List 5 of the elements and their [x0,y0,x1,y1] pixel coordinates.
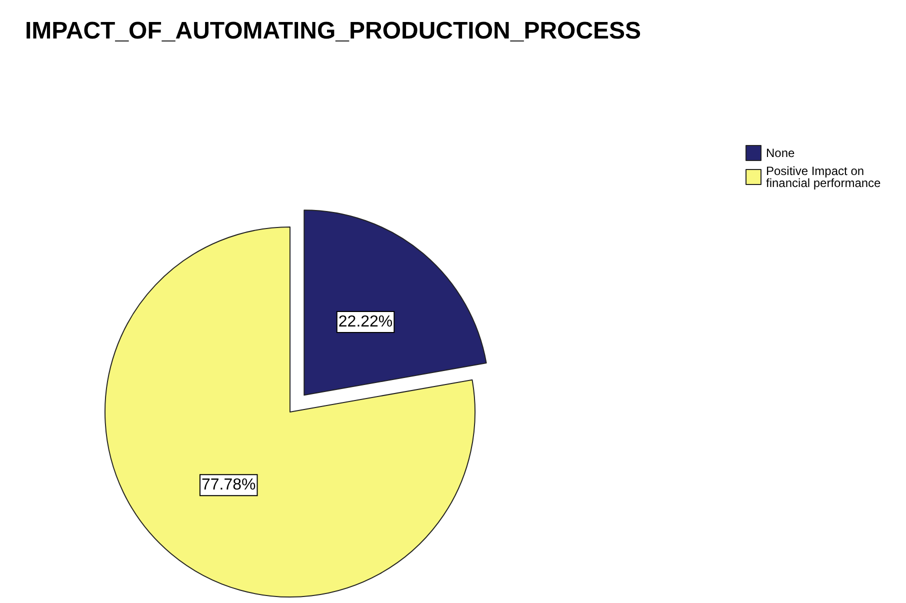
legend-label: None [766,146,796,160]
data-label: 22.22% [338,313,393,330]
legend-label: Positive Impact on financial performance [766,164,882,190]
data-label: 77.78% [201,476,256,494]
chart-title: IMPACT_OF_AUTOMATING_PRODUCTION_PROCESS [25,18,642,44]
